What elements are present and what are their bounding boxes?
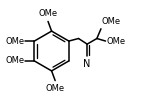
Text: OMe: OMe (6, 37, 25, 46)
Text: OMe: OMe (6, 56, 25, 65)
Text: OMe: OMe (38, 9, 58, 18)
Text: N: N (84, 59, 91, 69)
Text: OMe: OMe (106, 37, 125, 46)
Text: OMe: OMe (102, 17, 121, 26)
Text: OMe: OMe (46, 84, 65, 93)
